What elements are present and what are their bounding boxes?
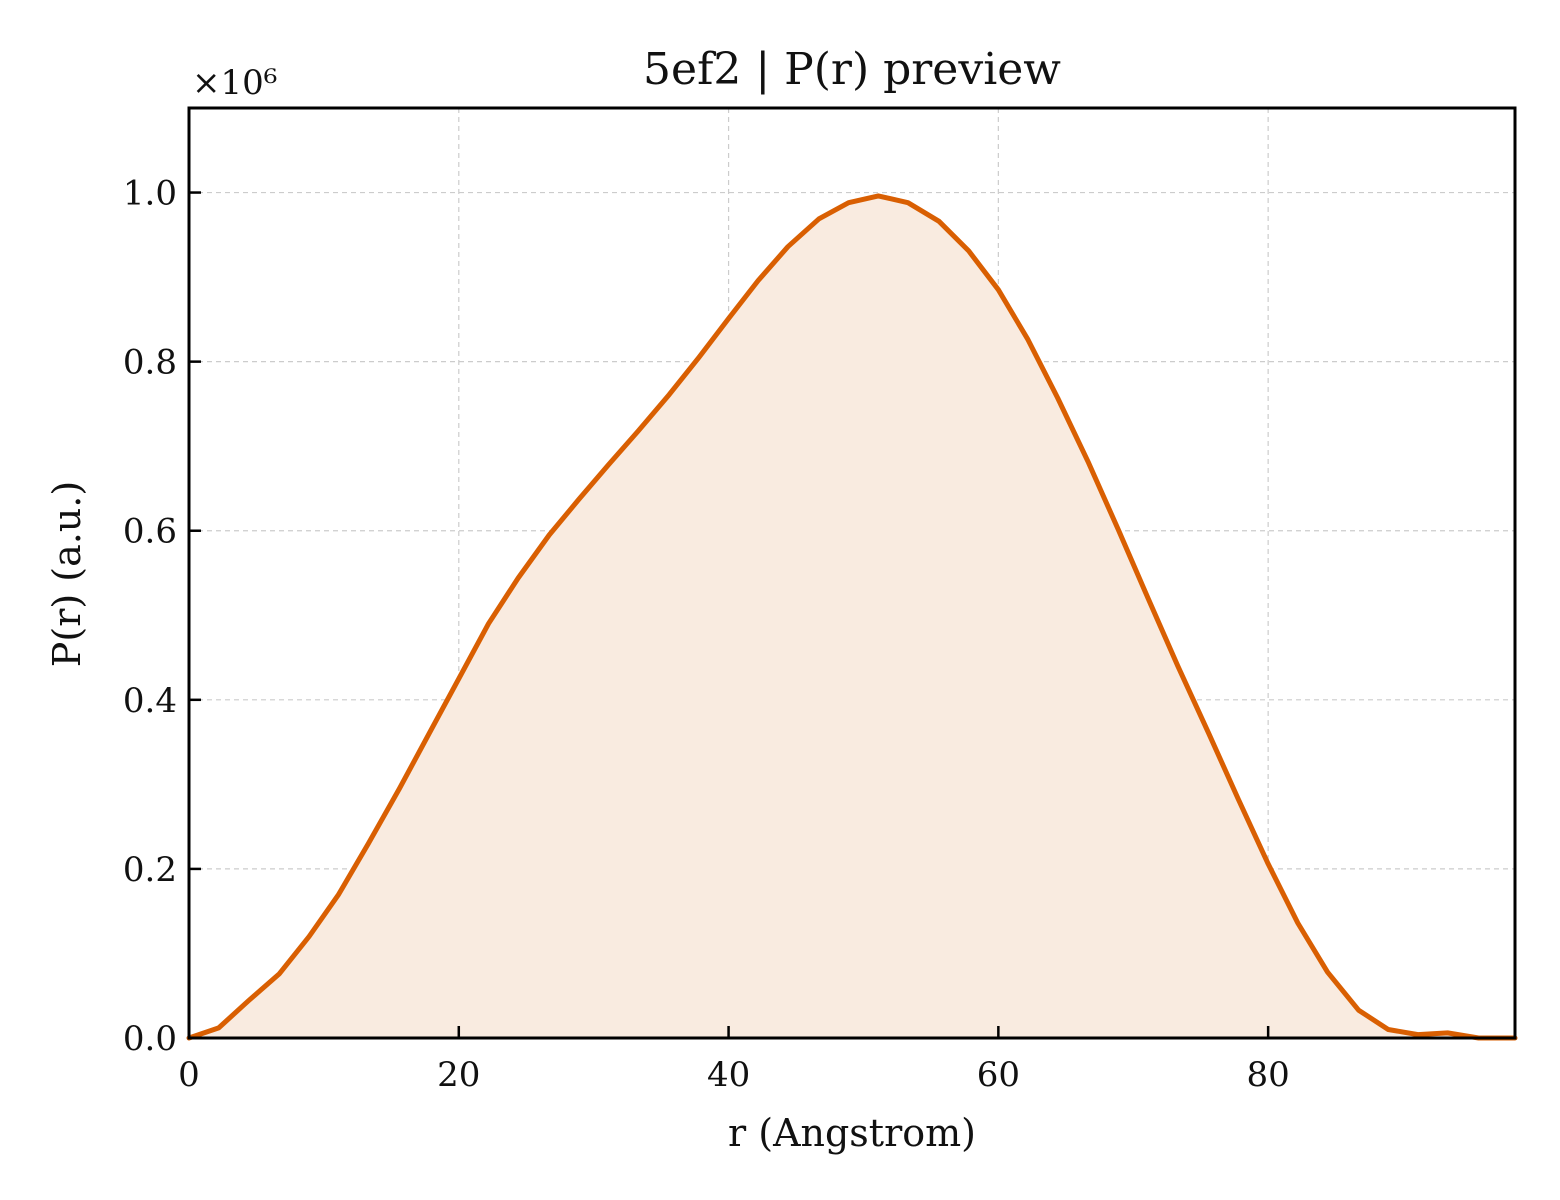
x-tick-label-4: 80 [1247,1055,1290,1095]
chart-title: 5ef2 | P(r) preview [643,44,1061,95]
plot-frame [187,106,1517,1040]
series-area-fill-0 [189,195,1515,1038]
tick-layer: 0 20 40 60 80 0.0 0.2 0.4 0.6 0.8 1.0 [123,174,1290,1095]
x-tick-label-1: 20 [437,1055,480,1095]
y-multiplier-label: ×10⁶ [192,63,277,103]
y-tick-label-2: 0.4 [123,681,177,721]
series-line-0 [186,193,1518,1041]
y-tick-label-5: 1.0 [123,174,177,214]
y-tick-label-1: 0.2 [123,850,177,890]
y-tick-label-4: 0.8 [123,343,177,383]
y-axis-label: P(r) (a.u.) [45,481,89,667]
y-tick-label-3: 0.6 [123,512,177,552]
y-tick-label-0: 0.0 [123,1019,177,1059]
x-tick-label-0: 0 [178,1055,200,1095]
x-axis-label: r (Angstrom) [728,1111,976,1155]
x-tick-label-3: 60 [977,1055,1020,1095]
x-tick-label-2: 40 [707,1055,750,1095]
axes-layer [187,106,1517,1040]
area-layer [186,193,1518,1041]
